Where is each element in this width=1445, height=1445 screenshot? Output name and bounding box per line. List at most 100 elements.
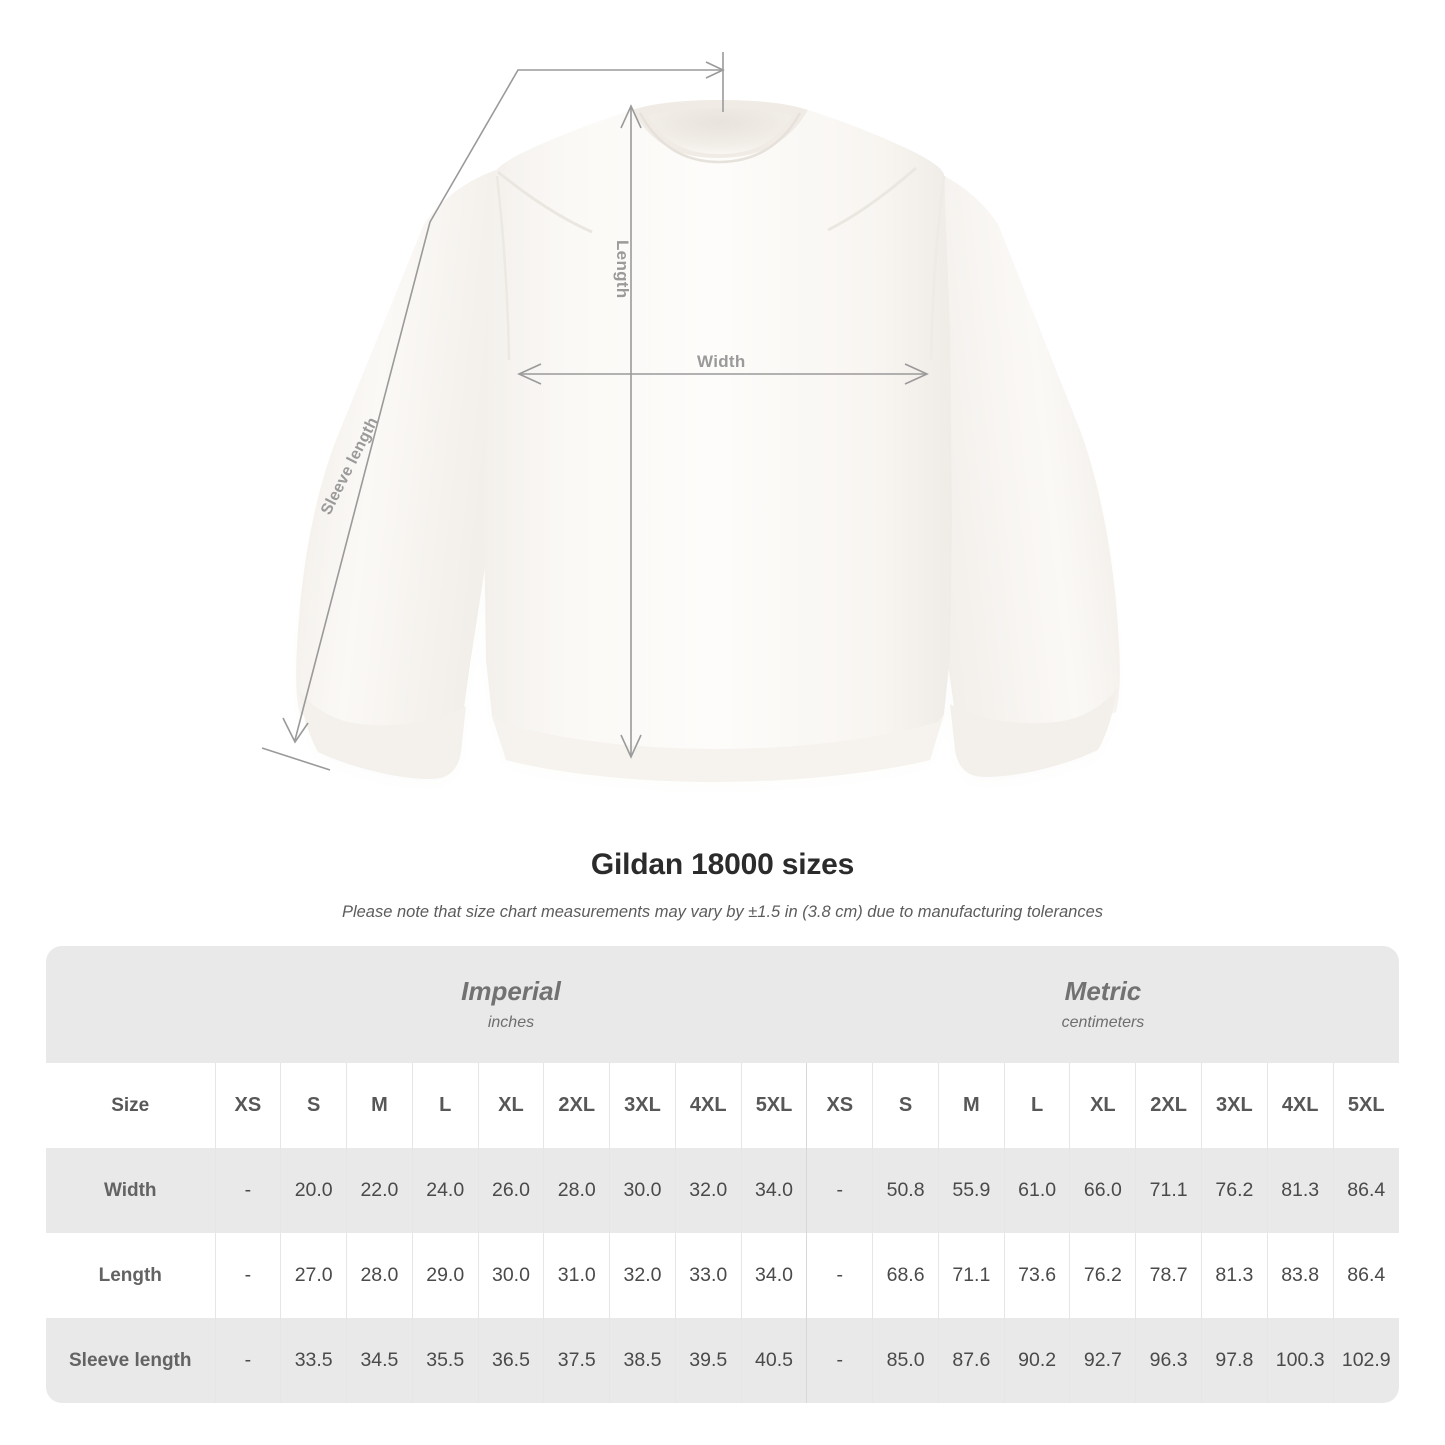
cell-length-imperial-5xl: 34.0: [740, 1233, 807, 1318]
cell-sleeve-length-imperial-xl: 36.5: [477, 1318, 544, 1403]
cell-sleeve-length-metric-3xl: 97.8: [1201, 1318, 1268, 1403]
page-title: Gildan 18000 sizes: [590, 848, 855, 881]
cell-length-metric-5xl: 86.4: [1332, 1233, 1399, 1318]
size-chart-table: Imperial inches Metric centimeters Size XS S M L…: [46, 946, 1399, 1403]
cell-length-imperial-l: 29.0: [411, 1233, 479, 1318]
imperial-unit-header: Imperial inches: [215, 946, 807, 1063]
cell-sleeve-length-imperial-xs: -: [214, 1318, 281, 1403]
width-arrowhead-left: [517, 363, 542, 385]
cell-length-imperial-s: 27.0: [280, 1233, 347, 1318]
tolerance-note: Please note that size chart measurements…: [341, 903, 1104, 921]
hem-band: [493, 714, 944, 782]
table-row-sleeve-length: Sleeve length -33.5 34.5 35.5 36.5 37.5 38.5 39…: [46, 1318, 1399, 1403]
cell-length-metric-l: 73.6: [1003, 1233, 1070, 1318]
size-header-metric-3xl: 3XL: [1201, 1063, 1268, 1148]
size-header-metric-l: L: [1003, 1063, 1070, 1148]
cell-width-imperial-m: 22.0: [346, 1148, 413, 1233]
collar-edge: [638, 112, 802, 164]
cell-width-imperial-l: 24.0: [411, 1148, 479, 1233]
imperial-unit-sub: inches: [487, 1013, 535, 1031]
cell-length-metric-2xl: 78.7: [1135, 1233, 1202, 1318]
cell-width-imperial-3xl: 30.0: [609, 1148, 676, 1233]
cell-length-imperial-m: 28.0: [346, 1233, 413, 1318]
cell-sleeve-length-metric-4xl: 100.3: [1266, 1318, 1334, 1403]
sweatshirt-diagram: [261, 52, 1120, 782]
length-arrowhead-bottom: [620, 734, 642, 759]
size-header-metric-s: S: [872, 1063, 939, 1148]
length-arrowhead-top: [620, 104, 642, 129]
cell-sleeve-length-imperial-2xl: 37.5: [543, 1318, 610, 1403]
size-header-imperial-xl: XL: [477, 1063, 544, 1148]
size-header-metric-2xl: 2XL: [1135, 1063, 1202, 1148]
sleeve-length-line: [294, 69, 722, 741]
cell-sleeve-length-metric-l: 90.2: [1003, 1318, 1070, 1403]
title-block: Gildan 18000 sizes Please note that size…: [0, 845, 1445, 923]
right-shoulder-seam: [827, 166, 917, 232]
cell-length-metric-3xl: 81.3: [1201, 1233, 1268, 1318]
imperial-unit-name: Imperial: [461, 975, 561, 1006]
size-header-metric-m: M: [937, 1063, 1005, 1148]
cell-sleeve-length-imperial-s: 33.5: [280, 1318, 347, 1403]
cell-sleeve-length-metric-xs: -: [806, 1318, 873, 1403]
cell-width-metric-3xl: 76.2: [1201, 1148, 1268, 1233]
cell-width-imperial-4xl: 32.0: [674, 1148, 742, 1233]
size-header-metric-xl: XL: [1069, 1063, 1136, 1148]
cell-length-imperial-4xl: 33.0: [674, 1233, 742, 1318]
cell-sleeve-length-metric-2xl: 96.3: [1135, 1318, 1202, 1403]
size-header-metric-xs: XS: [806, 1063, 873, 1148]
cell-length-metric-4xl: 83.8: [1266, 1233, 1334, 1318]
cell-width-metric-s: 50.8: [872, 1148, 939, 1233]
cell-sleeve-length-imperial-5xl: 40.5: [740, 1318, 807, 1403]
sweatshirt-shape: [296, 100, 1120, 782]
cell-length-imperial-3xl: 32.0: [609, 1233, 676, 1318]
cell-width-imperial-xl: 26.0: [477, 1148, 544, 1233]
unit-band-row: Imperial inches Metric centimeters: [46, 946, 1399, 1063]
size-header-metric-4xl: 4XL: [1266, 1063, 1334, 1148]
body-panel: [484, 110, 952, 782]
cell-width-metric-m: 55.9: [937, 1148, 1005, 1233]
left-cuff: [299, 690, 466, 779]
cell-sleeve-length-imperial-4xl: 39.5: [674, 1318, 742, 1403]
cell-sleeve-length-imperial-m: 34.5: [346, 1318, 413, 1403]
cell-width-metric-xs: -: [806, 1148, 873, 1233]
left-shoulder-seam: [497, 170, 593, 234]
cell-sleeve-length-metric-5xl: 102.9: [1332, 1318, 1399, 1403]
size-header-imperial-xs: XS: [214, 1063, 281, 1148]
neck-opening: [648, 108, 792, 154]
cell-width-metric-2xl: 71.1: [1135, 1148, 1202, 1233]
cell-width-metric-xl: 66.0: [1069, 1148, 1136, 1233]
cell-width-imperial-s: 20.0: [280, 1148, 347, 1233]
measurement-lines: [261, 52, 929, 771]
cell-length-metric-xs: -: [806, 1233, 873, 1318]
right-sleeve: [906, 166, 1120, 744]
size-column-header: Size: [46, 1063, 216, 1148]
sleeve-arrowhead-bottom: [282, 717, 309, 744]
cell-sleeve-length-imperial-3xl: 38.5: [609, 1318, 676, 1403]
width-annotation-label: Width: [697, 352, 746, 371]
cell-sleeve-length-imperial-l: 35.5: [411, 1318, 479, 1403]
cell-length-imperial-2xl: 31.0: [543, 1233, 610, 1318]
length-annotation-label: Length: [613, 240, 632, 299]
cell-length-metric-m: 71.1: [937, 1233, 1005, 1318]
cell-sleeve-length-metric-m: 87.6: [937, 1318, 1005, 1403]
size-chart-table-wrapper: Imperial inches Metric centimeters Size XS S M L…: [46, 946, 1399, 1403]
size-header-imperial-2xl: 2XL: [543, 1063, 610, 1148]
cell-length-imperial-xs: -: [214, 1233, 281, 1318]
metric-unit-sub: centimeters: [1061, 1013, 1145, 1031]
cell-width-imperial-xs: -: [214, 1148, 281, 1233]
cell-length-imperial-xl: 30.0: [477, 1233, 544, 1318]
right-armhole-seam: [929, 175, 946, 361]
unit-band-spacer-left: [46, 946, 216, 1063]
cell-length-metric-s: 68.6: [872, 1233, 939, 1318]
size-header-row: Size XS S M L XL 2XL 3XL 4XL 5XL XS S M L XL 2XL 3XL 4XL 5…: [46, 1063, 1399, 1148]
garment-illustration: Length Width Sleeve length: [261, 52, 1120, 782]
sleeve-bottom-tick: [261, 747, 331, 771]
size-header-metric-5xl: 5XL: [1332, 1063, 1399, 1148]
size-header-imperial-s: S: [280, 1063, 347, 1148]
metric-unit-name: Metric: [1064, 975, 1142, 1006]
cell-width-imperial-2xl: 28.0: [543, 1148, 610, 1233]
cell-width-metric-l: 61.0: [1003, 1148, 1070, 1233]
row-label-sleeve-length: Sleeve length: [46, 1318, 216, 1403]
size-header-imperial-5xl: 5XL: [740, 1063, 807, 1148]
width-arrowhead-right: [904, 363, 929, 385]
